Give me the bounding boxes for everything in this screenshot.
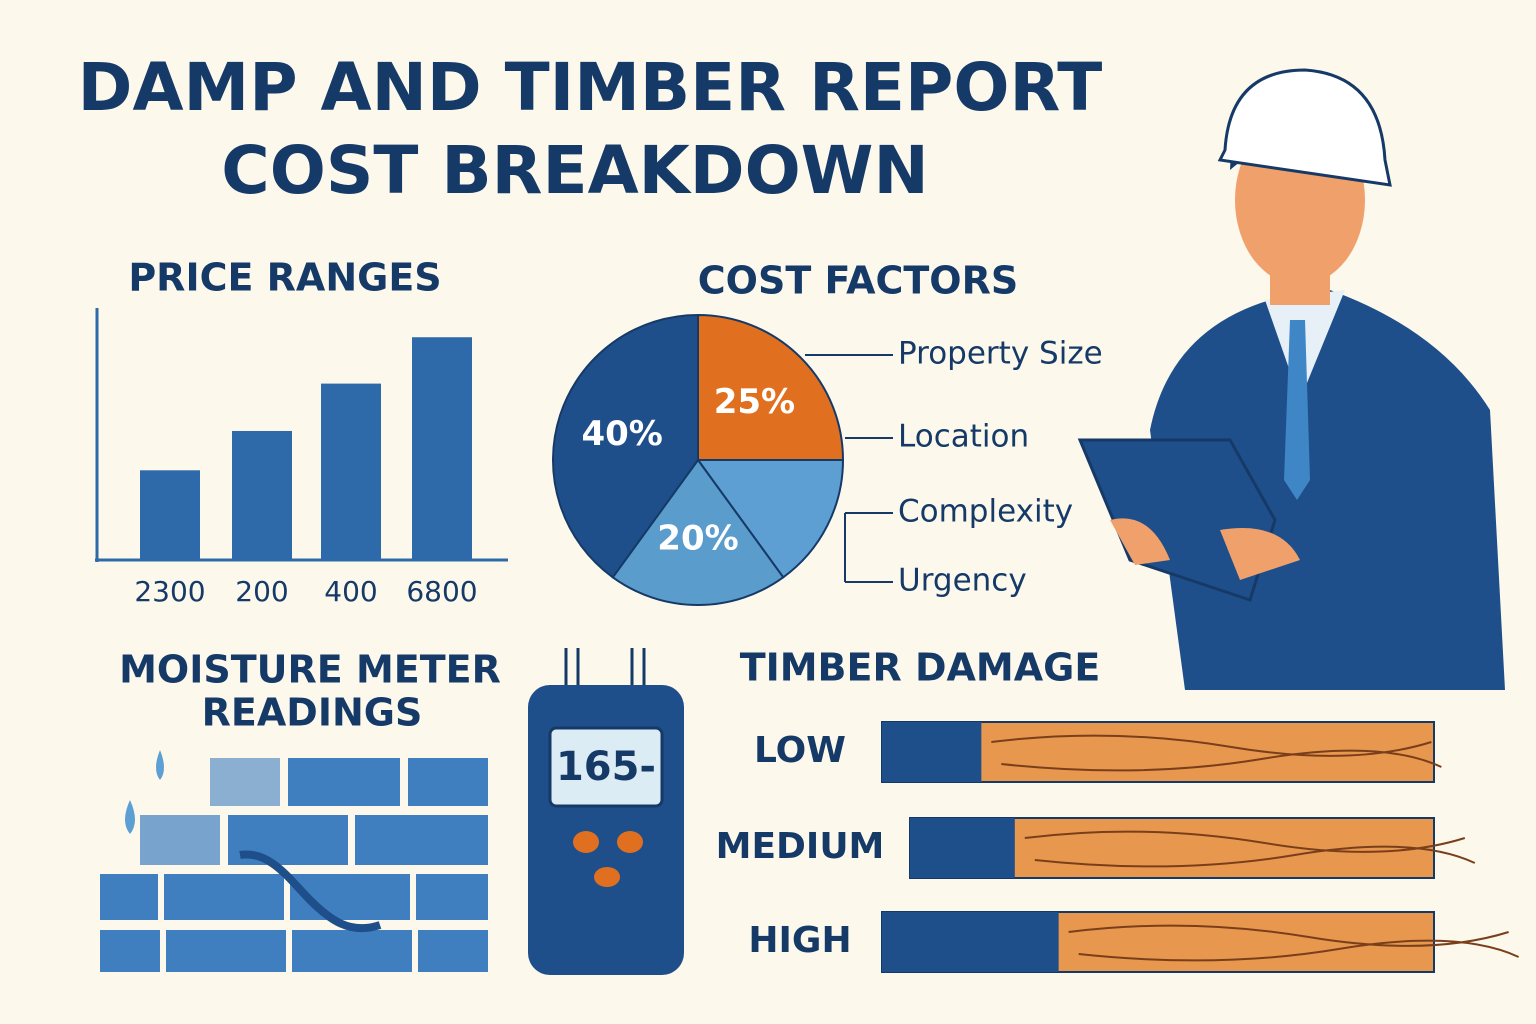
slice-label: 40% <box>581 414 662 454</box>
legend-label: Property Size <box>898 336 1103 372</box>
level-label: LOW <box>754 730 846 771</box>
legend-label: Location <box>898 419 1029 455</box>
pie-slice <box>697 313 845 461</box>
slice-label: 20% <box>657 518 738 558</box>
x-tick-label: 200 <box>235 575 288 608</box>
x-tick-label: 400 <box>324 575 377 608</box>
bar <box>412 337 472 560</box>
level-label: HIGH <box>748 920 851 961</box>
damage-bar <box>882 912 1059 972</box>
pie-slice <box>611 458 785 606</box>
bar <box>232 430 292 560</box>
section-title: READINGS <box>202 691 423 735</box>
slice-label: 25% <box>714 382 795 422</box>
title-line: COST BREAKDOWN <box>221 132 928 209</box>
bar <box>321 383 381 560</box>
bar <box>140 470 200 560</box>
section-title: PRICE RANGES <box>128 256 441 300</box>
meter-display: 165- <box>556 744 656 790</box>
legend-label: Complexity <box>898 494 1073 530</box>
wood-grain <box>1068 924 1520 962</box>
x-tick-label: 6800 <box>406 575 477 608</box>
title-line: DAMP AND TIMBER REPORT <box>78 49 1103 126</box>
pie-slice <box>552 313 699 579</box>
legend-label: Urgency <box>898 563 1027 599</box>
damage-bar <box>882 722 982 782</box>
x-tick-label: 2300 <box>134 575 205 608</box>
level-label: MEDIUM <box>716 826 885 867</box>
section-title: COST FACTORS <box>698 259 1018 303</box>
section-title: TIMBER DAMAGE <box>740 646 1101 690</box>
wood-grain <box>1024 830 1476 868</box>
brick-wall <box>100 750 488 972</box>
wood-grain <box>991 734 1442 772</box>
surveyor <box>1077 68 1505 690</box>
pie-slice <box>696 459 845 579</box>
damage-bar <box>910 818 1015 878</box>
moisture-meter <box>528 648 684 975</box>
section-title: MOISTURE METER <box>119 648 501 692</box>
